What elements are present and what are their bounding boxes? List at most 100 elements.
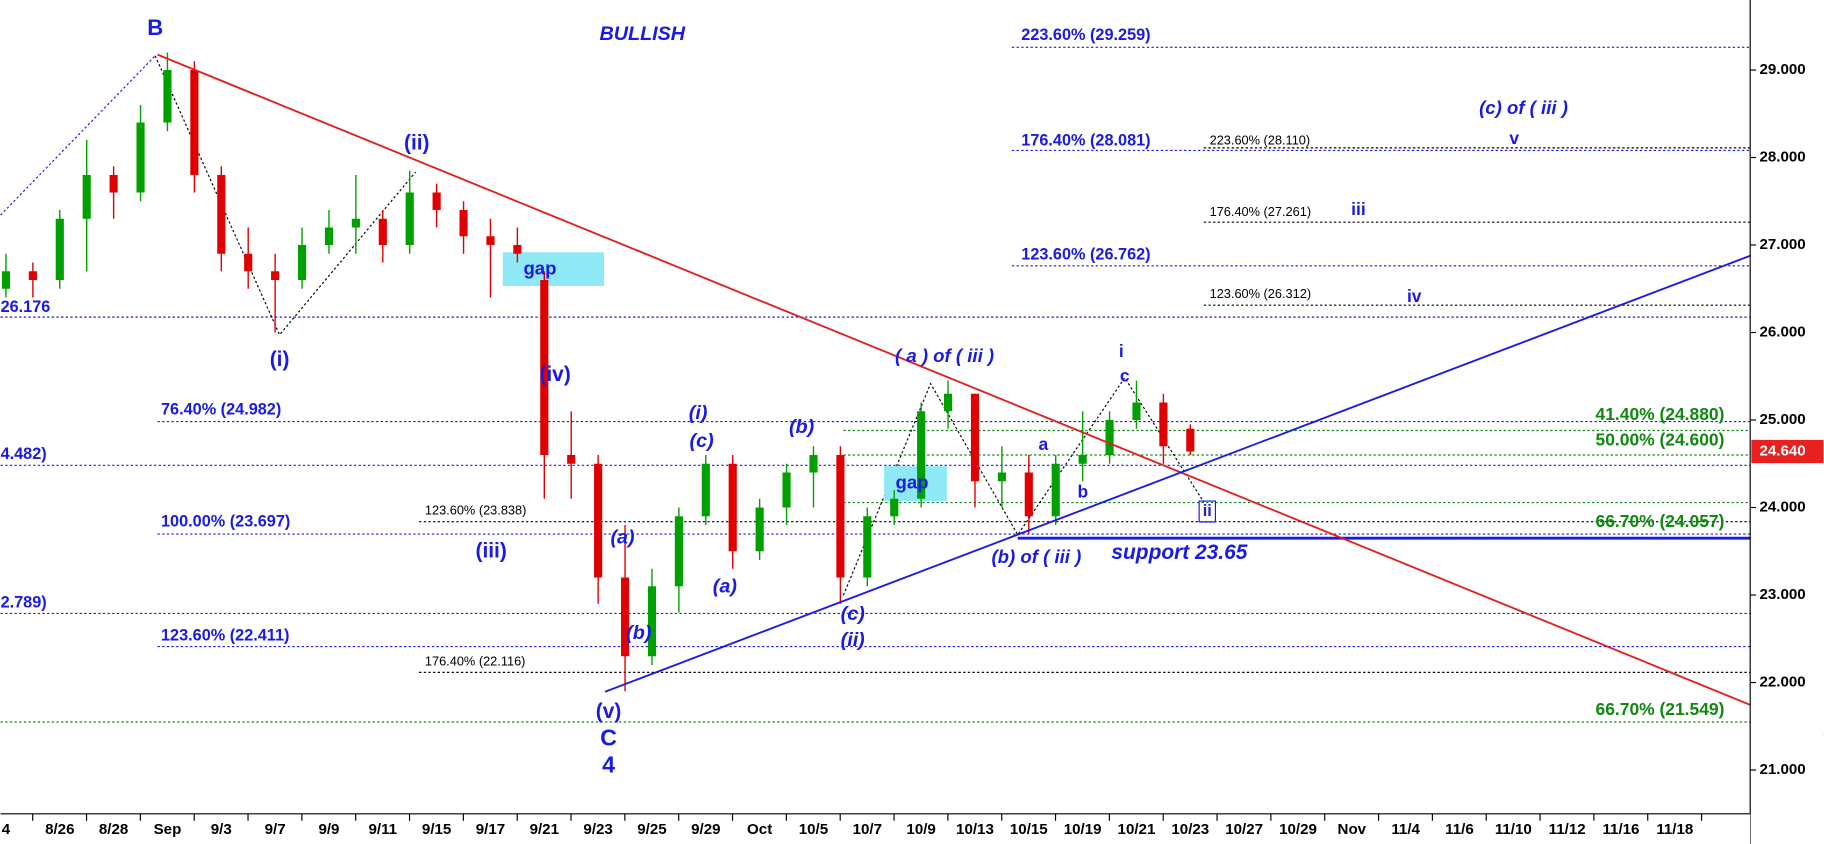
level-label: 4.482) — [1, 445, 47, 463]
x-tick-label: 10/19 — [1064, 821, 1102, 838]
wave-label: (v) — [596, 700, 622, 723]
y-tick-label: 24.000 — [1759, 498, 1805, 515]
y-tick-label: 28.000 — [1759, 148, 1805, 165]
annotations: 223.60% (29.259) 176.40% (28.081) 223.60% … — [1, 15, 1725, 777]
candle-body — [863, 516, 872, 578]
level-label: 123.60% (22.411) — [161, 626, 289, 644]
level-label: 123.60% (23.838) — [425, 503, 527, 518]
candle-body — [594, 463, 603, 578]
x-tick-label: 10/27 — [1225, 821, 1263, 838]
candle-body — [943, 393, 953, 412]
wave-label: (a) — [610, 526, 634, 548]
level-label: 100.00% (23.697) — [161, 513, 290, 531]
candle-body — [1, 271, 11, 289]
candle-body — [1186, 428, 1195, 452]
candle-body — [136, 122, 145, 193]
x-tick-label: 10/13 — [956, 821, 994, 838]
wave-box — [1198, 500, 1217, 523]
candle-body — [271, 271, 280, 281]
x-tick-label: 10/5 — [799, 821, 828, 838]
candle-body — [217, 175, 226, 254]
wave-label: (b) — [626, 622, 651, 644]
wave-label: (a) — [713, 575, 737, 597]
wave-label: b — [1078, 482, 1089, 502]
wave-label: gap — [895, 472, 928, 493]
y-tick-label: 26.000 — [1759, 323, 1805, 340]
wave-label: a — [1039, 434, 1049, 454]
x-tick-label: 9/15 — [422, 821, 451, 838]
wave-label: (iii) — [475, 540, 506, 563]
x-tick-label: 9/25 — [637, 821, 666, 838]
level-label: 66.70% (21.549) — [1596, 699, 1725, 719]
candle-body — [620, 577, 630, 657]
candle-body — [109, 175, 118, 193]
candle-body — [378, 218, 387, 246]
candle-body — [970, 393, 980, 482]
x-tick-label: 9/21 — [530, 821, 559, 838]
gap-box — [502, 252, 604, 286]
candle-body — [809, 455, 818, 473]
support-label: support 23.65 — [1111, 541, 1247, 564]
wave-label: (i) — [689, 402, 708, 424]
wave-line — [842, 376, 1205, 596]
wave-label: ( a ) of ( iii ) — [895, 345, 994, 366]
last-price-box — [1751, 439, 1824, 464]
x-tick-label: Oct — [747, 821, 772, 838]
level-label: 123.60% (26.312) — [1210, 286, 1312, 301]
candle-body — [567, 455, 576, 464]
y-tick-label: 29.000 — [1759, 61, 1805, 78]
level-label: 223.60% (28.110) — [1210, 132, 1311, 147]
level-label: 76.40% (24.982) — [161, 400, 281, 418]
candle-body — [755, 507, 764, 552]
candle-body — [701, 463, 710, 517]
candle-body — [486, 236, 495, 246]
candle-body — [1159, 402, 1168, 447]
wave-label: B — [147, 15, 163, 40]
x-tick-label: 9/17 — [476, 821, 505, 838]
level-label: 123.60% (26.762) — [1021, 246, 1150, 264]
x-axis-panel — [0, 813, 1751, 844]
level-label: 41.40% (24.880) — [1596, 404, 1725, 424]
wave-label: iv — [1407, 286, 1422, 306]
candle-body — [459, 210, 468, 237]
candle-body — [163, 70, 172, 123]
wave-label: (iv) — [539, 363, 570, 386]
x-tick-label: 9/9 — [318, 821, 339, 838]
x-tick-label: 10/21 — [1118, 821, 1156, 838]
x-tick-label: 10/15 — [1010, 821, 1048, 838]
wave-label: ii — [1203, 502, 1212, 520]
x-tick-label: 8/28 — [99, 821, 128, 838]
candle-body — [351, 218, 360, 228]
candle-body — [55, 218, 64, 281]
x-tick-label: 10/23 — [1171, 821, 1209, 838]
level-label: 176.40% (22.116) — [425, 653, 526, 668]
candle-body — [1078, 455, 1087, 464]
candle-body — [728, 463, 737, 552]
wave-label: i — [1119, 341, 1124, 361]
wave-label: v — [1509, 128, 1519, 148]
level-label: 176.40% (28.081) — [1021, 131, 1150, 149]
y-tick-label: 21.000 — [1759, 761, 1805, 778]
candle-body — [890, 498, 899, 517]
wave-label: (ii) — [404, 132, 430, 155]
wave-label: (b) of ( iii ) — [991, 546, 1081, 567]
y-axis-panel — [1750, 0, 1824, 814]
level-label: 2.789) — [1, 593, 47, 611]
levels — [0, 46, 1751, 723]
x-tick-label: 9/3 — [211, 821, 232, 838]
chart-title: BULLISH — [600, 23, 686, 45]
x-tick-label: 11/12 — [1549, 821, 1586, 838]
candle-body — [28, 271, 37, 281]
candle-body — [432, 192, 441, 211]
support-trend-line — [604, 254, 1751, 693]
candle-body — [324, 227, 334, 246]
candle-body — [917, 411, 926, 499]
x-tick-label: 4 — [2, 821, 11, 838]
x-tick-label: 10/7 — [853, 821, 882, 838]
candle-body — [782, 472, 791, 508]
wave-label: (ii) — [841, 629, 865, 651]
y-tick-label: 22.000 — [1759, 674, 1805, 691]
candle-body — [997, 472, 1006, 482]
candle-body — [297, 245, 307, 281]
wave-label: (c) of ( iii ) — [1479, 97, 1568, 118]
